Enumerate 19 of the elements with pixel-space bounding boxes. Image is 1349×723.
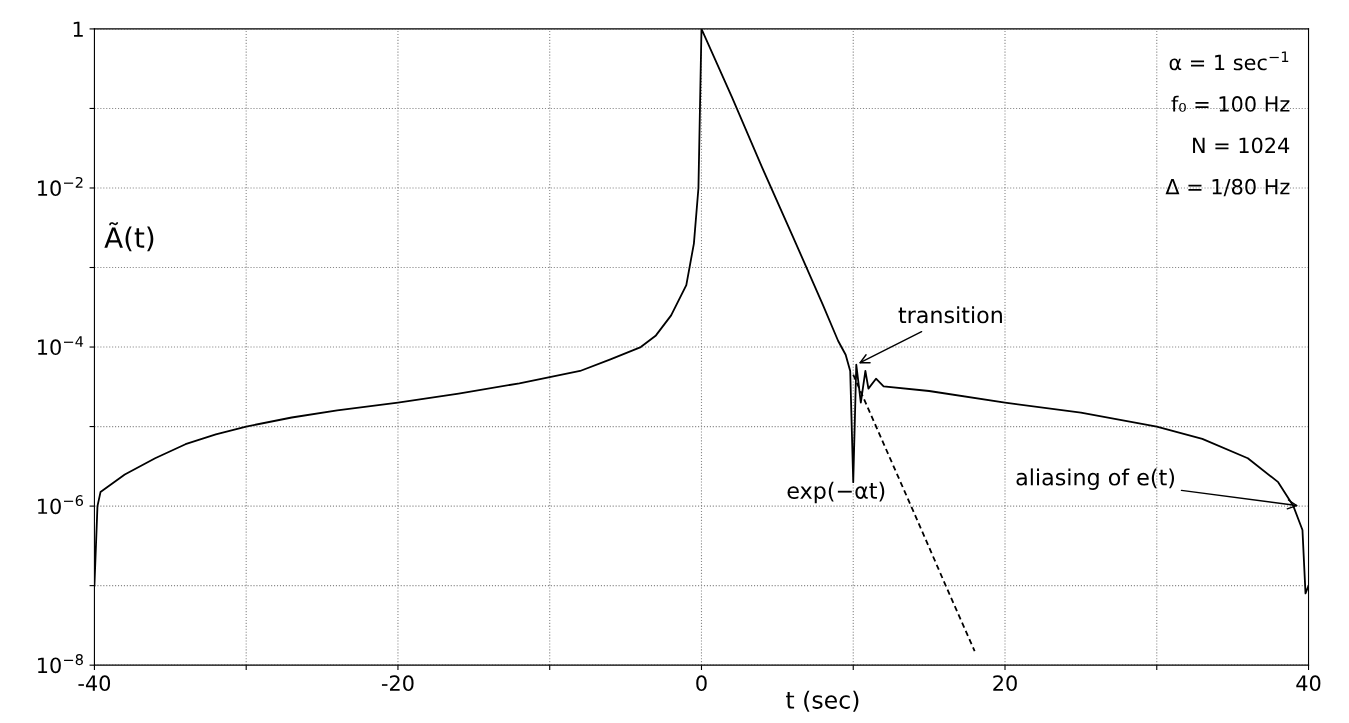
y-tick-label: 10$^{−4}$ [38,336,84,356]
y-tick-label: 10$^{−2}$ [38,176,83,197]
x-axis-title: t (sec) [786,690,859,712]
x-tick-label: 20 [993,675,1017,692]
y-axis-title: Ã(t) [104,222,154,252]
x-tick-label: -20 [381,675,414,692]
y-tick-label: 10$^{−8}$ [38,654,83,674]
annotation: aliasing of e(t) [1016,468,1175,490]
annotation: N = 1024 [1193,137,1290,154]
x-tick-label: 40 [1296,675,1321,692]
x-tick-label: -40 [78,675,111,692]
annotation: f₀ = 100 Hz [1171,95,1290,112]
annotation: α = 1 sec$^{−1}$ [1169,51,1289,71]
annotation: transition [898,306,1002,324]
y-tick-label: 10$^{−6}$ [38,495,84,515]
y-tick-label: 1 [73,21,83,37]
x-tick-label: 0 [696,675,707,692]
annotation: exp(−αt) [787,481,885,504]
annotation: Δ = 1/80 Hz [1165,178,1290,197]
